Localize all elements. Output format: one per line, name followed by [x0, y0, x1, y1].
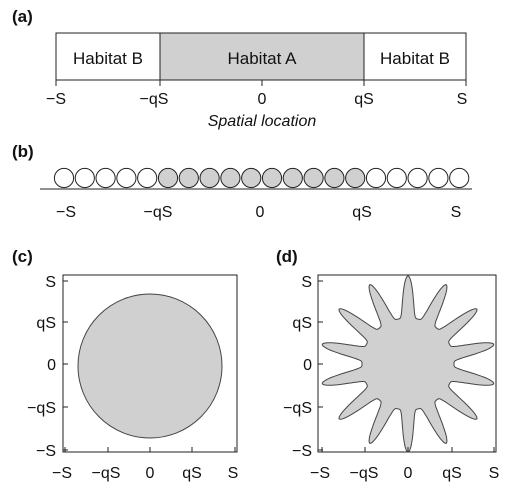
panel-c-y-tick-label: S	[45, 274, 56, 291]
panel-b-tick-label: S	[451, 204, 462, 221]
habitat-b-left-label: Habitat B	[73, 49, 143, 68]
panel-d-y-ticks	[318, 280, 323, 451]
panel-d-x-tick-label: qS	[442, 465, 462, 482]
habitat-a-patch	[282, 167, 303, 189]
panel-d-x-tick-label: 0	[404, 465, 413, 482]
panel-c-x-tick-label: −S	[52, 465, 72, 482]
panel-c: (c) S qS 0 −qS −S −S −qS 0 qS S	[12, 247, 238, 482]
habitat-b-patch	[95, 167, 116, 189]
panel-c-x-tick-label: S	[228, 465, 239, 482]
panel-b-tick-label: −S	[56, 204, 76, 221]
panel-b-tick-label: qS	[352, 204, 372, 221]
habitat-b-patch	[428, 167, 449, 189]
habitat-b-patch	[53, 167, 75, 189]
panel-a-tick-label: qS	[354, 91, 374, 108]
panel-d-y-tick-label: −qS	[283, 400, 312, 417]
panel-c-x-tick-label: −qS	[92, 465, 121, 482]
panel-c-x-ticks	[64, 447, 236, 452]
panel-c-x-tick-label: 0	[146, 465, 155, 482]
panel-c-y-tick-label: 0	[47, 357, 56, 374]
panel-b: (b) −S −qS 0 qS S	[12, 142, 472, 221]
panel-a-tick-label: −qS	[140, 91, 169, 108]
panel-d-y-tick-label: S	[301, 274, 312, 291]
habitat-a-region	[159, 32, 365, 81]
panel-a: (a) Habitat B Habitat A Habitat B −S −qS…	[12, 7, 467, 130]
habitat-b-patch	[365, 167, 387, 189]
panel-d: (d) S qS 0 −qS −S −S −qS 0 qS S	[276, 247, 499, 482]
habitat-a-patch	[345, 167, 366, 189]
habitat-b-right-region	[363, 32, 467, 81]
habitat-b-patch	[449, 167, 470, 189]
habitat-a-label: Habitat A	[228, 49, 298, 68]
panel-d-letter: (d)	[276, 247, 298, 266]
habitat-b-right-label: Habitat B	[380, 49, 450, 68]
panel-c-y-tick-label: −qS	[27, 400, 56, 417]
panel-d-x-tick-label: −S	[310, 465, 330, 482]
panel-a-axis-label: Spatial location	[208, 113, 317, 130]
habitat-a-patch	[241, 167, 262, 189]
panel-d-x-tick-label: S	[489, 465, 500, 482]
panel-d-x-ticks	[321, 447, 495, 452]
habitat-b-patch	[116, 167, 137, 189]
panel-c-y-ticks	[63, 280, 68, 451]
panel-d-y-tick-label: qS	[292, 315, 312, 332]
habitat-a-patch	[261, 167, 283, 189]
habitat-a-patch	[324, 167, 345, 189]
habitat-b-patch	[407, 167, 428, 189]
panel-d-x-tick-label: −qS	[350, 465, 379, 482]
patch-row	[53, 167, 470, 189]
habitat-a-patch	[303, 167, 324, 189]
panel-a-tick-label: S	[457, 91, 468, 108]
panel-c-y-tick-label: −S	[36, 443, 56, 460]
habitat-b-patch	[137, 167, 158, 189]
habitat-a-patch	[157, 167, 179, 189]
habitat-b-patch	[386, 167, 407, 189]
circular-habitat-a	[77, 293, 223, 439]
panel-b-tick-label: −qS	[144, 204, 173, 221]
habitat-a-patch	[178, 167, 199, 189]
panel-c-y-tick-label: qS	[36, 315, 56, 332]
panel-b-letter: (b)	[12, 142, 34, 161]
panel-a-tick-label: −S	[46, 91, 66, 108]
panel-d-y-tick-label: −S	[292, 443, 312, 460]
habitat-a-patch	[220, 167, 241, 189]
panel-a-tick-label: 0	[258, 91, 267, 108]
habitat-b-patch	[74, 167, 95, 189]
habitat-b-left-region	[55, 32, 161, 81]
panel-b-tick-label: 0	[256, 204, 265, 221]
habitat-a-patch	[199, 167, 220, 189]
panel-c-x-tick-label: qS	[182, 465, 202, 482]
panel-d-y-tick-label: 0	[303, 357, 312, 374]
panel-a-letter: (a)	[12, 7, 33, 26]
panel-c-letter: (c)	[12, 247, 33, 266]
